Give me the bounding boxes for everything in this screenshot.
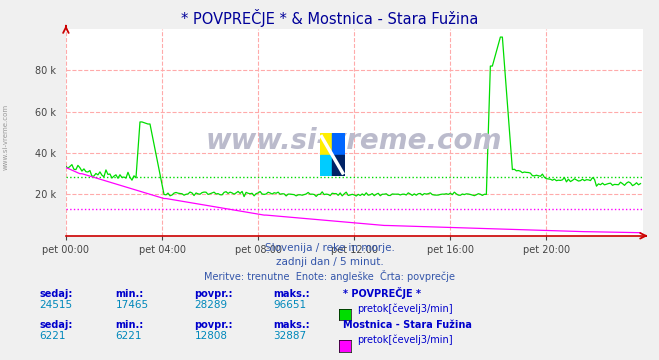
Text: povpr.:: povpr.:: [194, 289, 233, 299]
Bar: [332, 133, 345, 155]
Text: min.:: min.:: [115, 320, 144, 330]
Text: 96651: 96651: [273, 300, 306, 310]
Text: pretok[čevelj3/min]: pretok[čevelj3/min]: [357, 303, 453, 314]
Text: * POVPREČJE *: * POVPREČJE *: [343, 287, 420, 299]
Text: 32887: 32887: [273, 331, 306, 341]
Text: maks.:: maks.:: [273, 289, 310, 299]
Text: Meritve: trenutne  Enote: angleške  Črta: povprečje: Meritve: trenutne Enote: angleške Črta: …: [204, 270, 455, 282]
Text: * POVPREČJE * & Mostnica - Stara Fužina: * POVPREČJE * & Mostnica - Stara Fužina: [181, 9, 478, 27]
Text: www.si-vreme.com: www.si-vreme.com: [206, 127, 502, 154]
Text: povpr.:: povpr.:: [194, 320, 233, 330]
Text: 17465: 17465: [115, 300, 148, 310]
Text: www.si-vreme.com: www.si-vreme.com: [2, 104, 9, 170]
Text: 6221: 6221: [115, 331, 142, 341]
Bar: [320, 155, 332, 176]
Text: 28289: 28289: [194, 300, 227, 310]
Bar: [332, 155, 345, 176]
Text: maks.:: maks.:: [273, 320, 310, 330]
Text: zadnji dan / 5 minut.: zadnji dan / 5 minut.: [275, 257, 384, 267]
Text: min.:: min.:: [115, 289, 144, 299]
Text: pretok[čevelj3/min]: pretok[čevelj3/min]: [357, 335, 453, 346]
Bar: [320, 133, 332, 155]
Text: 12808: 12808: [194, 331, 227, 341]
Text: sedaj:: sedaj:: [40, 320, 73, 330]
Text: 6221: 6221: [40, 331, 66, 341]
Text: 24515: 24515: [40, 300, 72, 310]
Text: sedaj:: sedaj:: [40, 289, 73, 299]
Text: Slovenija / reke in morje.: Slovenija / reke in morje.: [264, 243, 395, 253]
Text: Mostnica - Stara Fužina: Mostnica - Stara Fužina: [343, 320, 472, 330]
